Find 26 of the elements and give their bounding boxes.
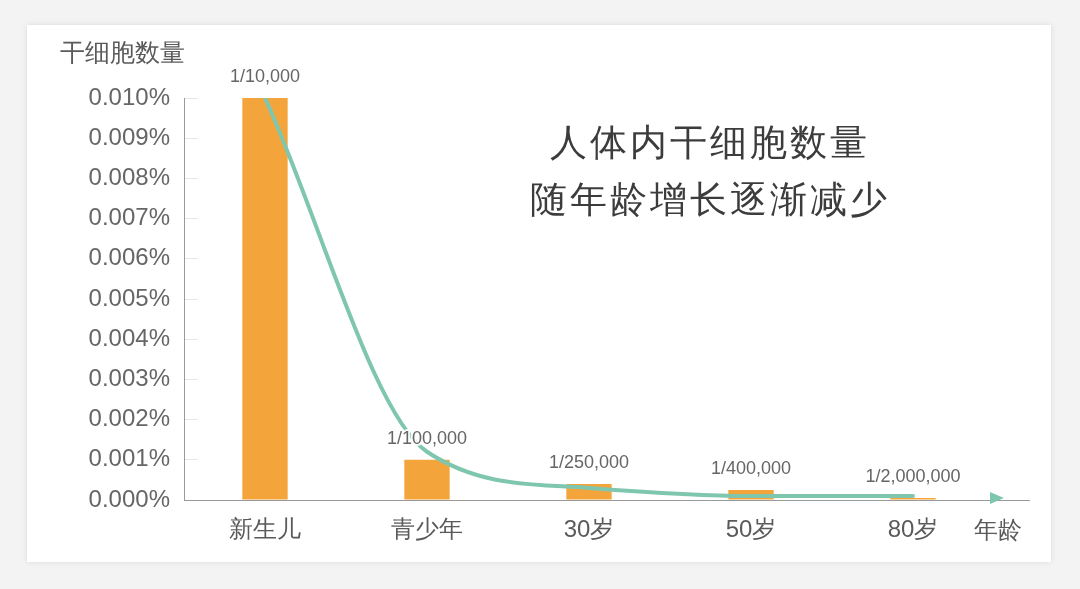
y-tick-label: 0.008% [88,163,170,191]
x-tick-label: 30岁 [563,515,615,543]
bar [242,98,288,500]
data-label: 1/2,000,000 [865,465,961,486]
y-tick-label: 0.009% [88,122,170,150]
x-axis-title: 年龄 [974,515,1022,545]
y-tick-label: 0.004% [88,323,170,351]
y-tick-label: 0.002% [88,404,170,432]
y-tick-label: 0.007% [88,203,170,231]
x-tick-label: 50岁 [725,515,777,543]
data-label: 1/10,000 [229,65,301,86]
data-label: 1/250,000 [548,451,630,472]
data-label: 1/400,000 [710,457,792,478]
y-tick-label: 0.006% [88,243,170,271]
y-tick-label: 0.003% [88,364,170,392]
x-tick-label: 新生儿 [229,515,301,543]
x-tick-label: 青少年 [391,515,463,543]
y-tick-label: 0.005% [88,283,170,311]
y-tick-label: 0.000% [88,484,170,512]
text: 人体内干细胞数量 [549,121,871,165]
x-tick-label: 80岁 [887,515,939,543]
text: 随年龄增长逐渐减少 [529,178,891,222]
bar [404,459,450,500]
y-tick-label: 0.010% [88,82,170,110]
y-axis-title: 干细胞数量 [60,37,185,67]
y-tick-label: 0.001% [88,444,170,472]
